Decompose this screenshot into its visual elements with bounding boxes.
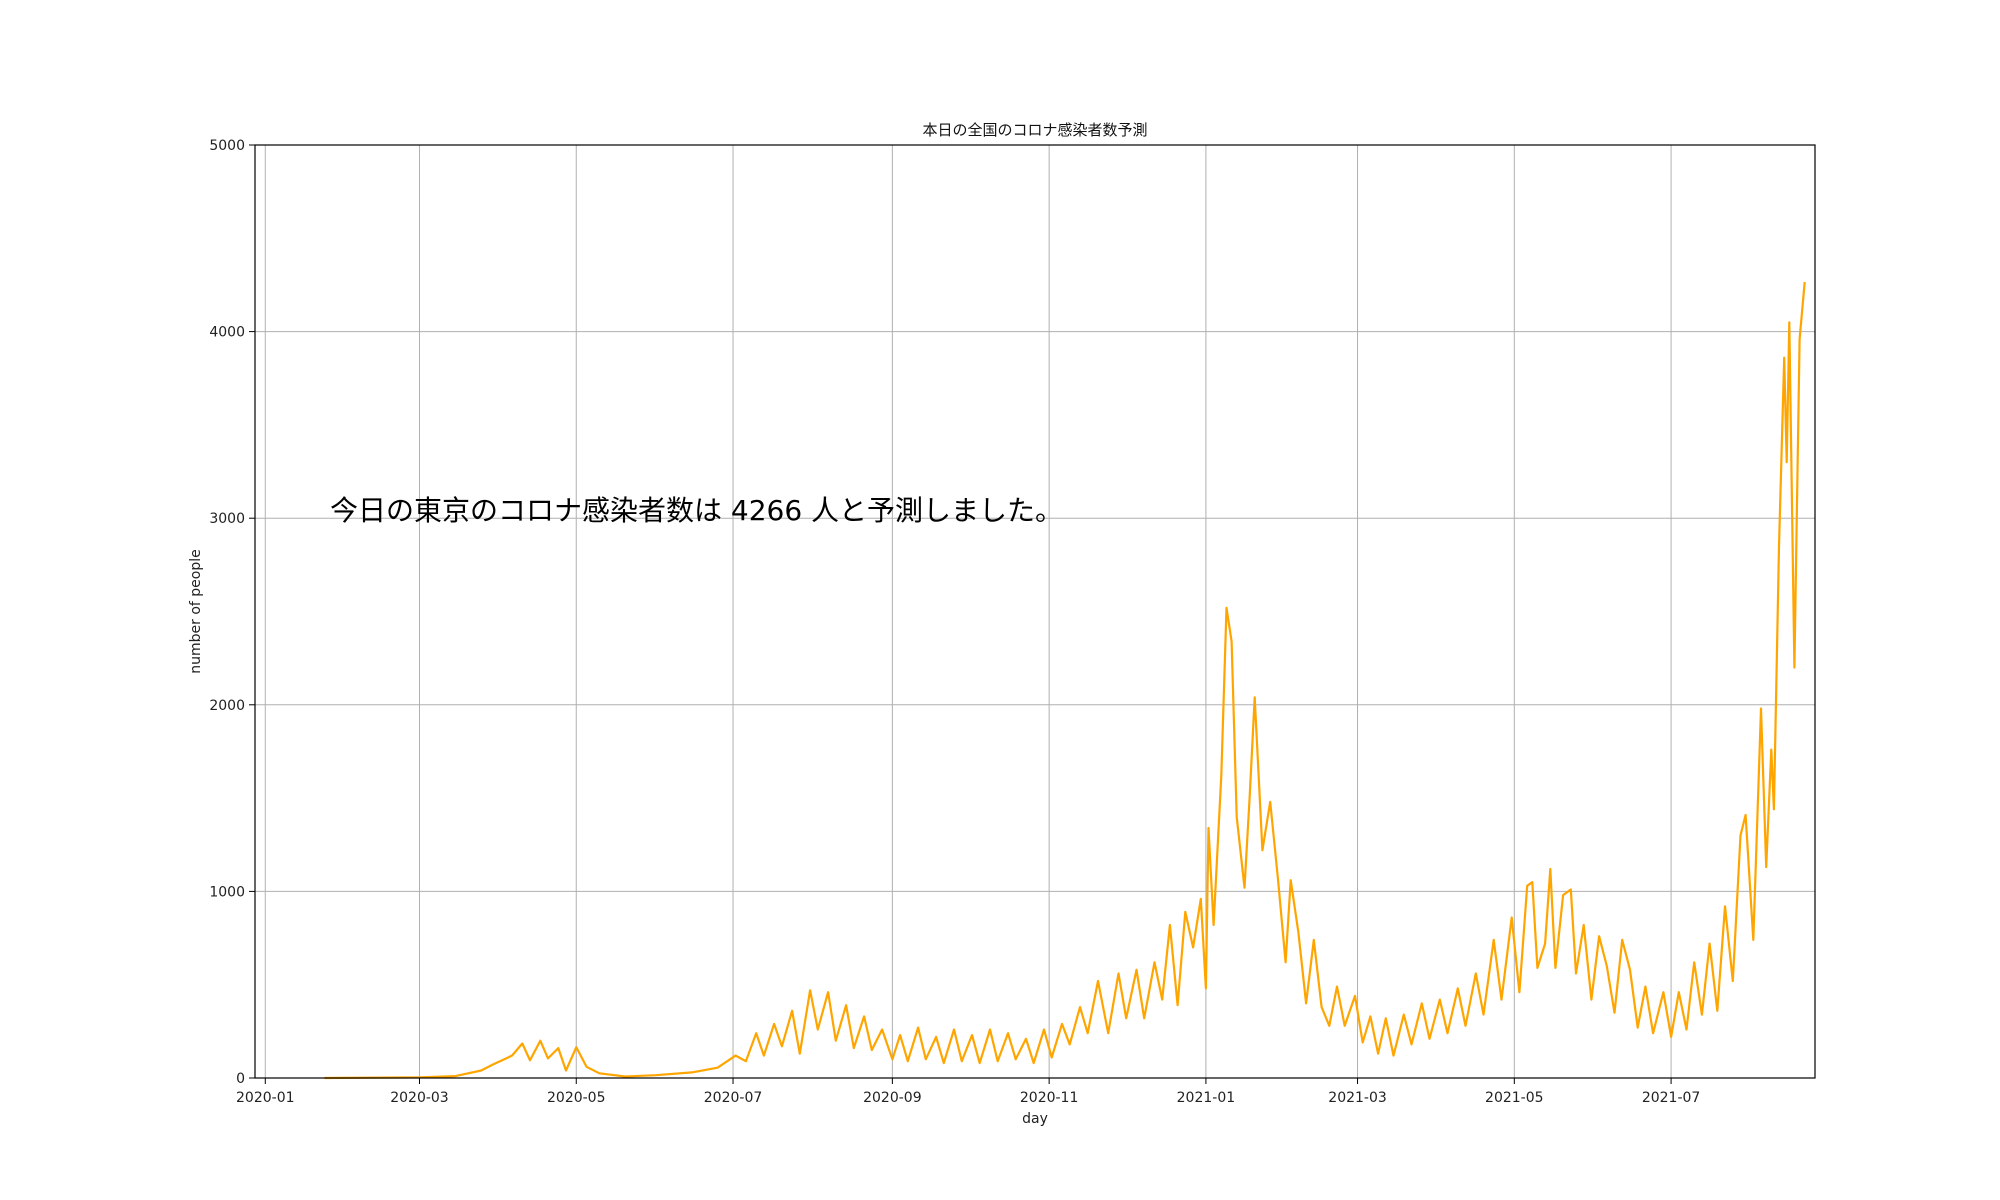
chart-title: 本日の全国のコロナ感染者数予測 [922, 121, 1147, 139]
x-tick-label: 2020-05 [547, 1090, 606, 1106]
y-tick-label: 3000 [209, 511, 245, 527]
x-tick-label: 2020-03 [390, 1090, 449, 1106]
series-line-0 [324, 281, 1806, 1080]
x-axis-label: day [1022, 1111, 1048, 1127]
y-tick-label: 2000 [209, 698, 245, 714]
x-tick-label: 2020-07 [704, 1090, 763, 1106]
x-tick-label: 2020-09 [863, 1090, 922, 1106]
y-tick-label: 1000 [209, 884, 245, 900]
prediction-annotation: 今日の東京のコロナ感染者数は 4266 人と予測しました。 [330, 494, 1063, 527]
x-tick-label: 2021-03 [1328, 1090, 1387, 1106]
y-tick-label: 4000 [209, 325, 245, 341]
x-tick-label: 2021-01 [1177, 1090, 1236, 1106]
x-tick-label: 2021-07 [1642, 1090, 1701, 1106]
plot-frame [254, 144, 1816, 1079]
x-tick-label: 2021-05 [1485, 1090, 1544, 1106]
x-tick-label: 2020-01 [236, 1090, 295, 1106]
series-layer [324, 281, 1806, 1080]
y-axis-label: number of people [188, 549, 204, 674]
x-tick-label: 2020-11 [1020, 1090, 1079, 1106]
y-tick-label: 0 [236, 1071, 245, 1087]
ticks: 2020-01 2020-03 2020-05 2020-07 2020-09 2020-… [209, 138, 1700, 1106]
y-tick-label: 5000 [209, 138, 245, 154]
